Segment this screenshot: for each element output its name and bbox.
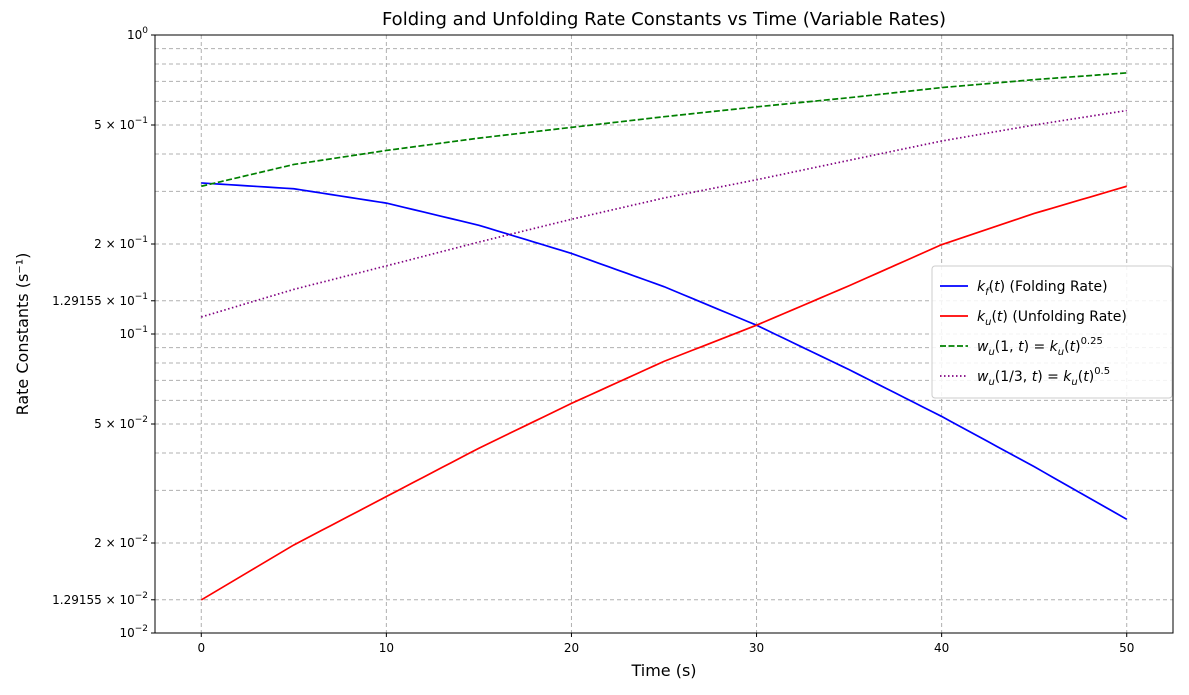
- legend-label: kf(t) (Folding Rate): [977, 279, 1108, 298]
- y-tick-label: 2 × 10−1: [94, 235, 148, 251]
- legend-label-part: ) =: [1037, 369, 1063, 385]
- y-tick-label: 1.29155 × 10−2: [52, 591, 148, 607]
- legend-label-part: t: [1018, 339, 1024, 355]
- y-tick-label: 5 × 10−2: [94, 415, 148, 431]
- series-line-0: [201, 182, 1128, 521]
- x-tick-label: 30: [749, 641, 764, 655]
- y-axis-label: Rate Constants (s⁻¹): [13, 253, 32, 416]
- y-tick-exponent: 0: [142, 26, 148, 36]
- series-line-3: [201, 109, 1127, 318]
- legend-label-part: (: [989, 279, 994, 295]
- x-tick-label: 0: [197, 641, 205, 655]
- legend-label-part: 0.25: [1081, 336, 1103, 347]
- legend-label-part: ): [1089, 369, 1094, 385]
- legend-label-part: (: [1078, 369, 1083, 385]
- y-tick-exponent: −1: [135, 235, 148, 245]
- legend-label-part: k: [1063, 369, 1072, 385]
- x-axis-ticks: 0 10 20 30 40 50: [197, 633, 1134, 655]
- x-tick-label: 10: [379, 641, 394, 655]
- legend-label-part: (: [991, 309, 996, 325]
- y-tick-label: 10−2: [119, 624, 148, 640]
- legend-label-part: k: [977, 309, 986, 325]
- legend-label-part: w: [977, 369, 989, 385]
- y-tick-label: 100: [127, 26, 148, 42]
- legend-label-part: t: [1070, 339, 1076, 355]
- y-tick-label: 1.29155 × 10−1: [52, 292, 148, 308]
- y-tick-exponent: −2: [135, 624, 148, 634]
- legend-label-part: u: [1058, 347, 1064, 358]
- legend-label-part: (1,: [995, 339, 1018, 355]
- legend-label-part: u: [985, 317, 991, 328]
- legend-label-part: t: [1032, 369, 1038, 385]
- legend-label-part: u: [988, 377, 994, 388]
- y-tick-label: 10−1: [119, 325, 148, 341]
- legend-label-part: u: [988, 347, 994, 358]
- y-tick-base: 10: [119, 327, 134, 341]
- legend-label-part: k: [977, 279, 986, 295]
- chart-title: Folding and Unfolding Rate Constants vs …: [382, 9, 946, 30]
- y-tick-exponent: −2: [135, 591, 148, 601]
- legend-label-part: u: [1071, 377, 1077, 388]
- y-tick-label: 5 × 10−1: [94, 116, 148, 132]
- legend-box: [931, 265, 1173, 399]
- y-tick-label: 2 × 10−2: [94, 534, 148, 550]
- legend-label-part: ) =: [1024, 339, 1050, 355]
- legend-label-part: 0.5: [1094, 366, 1110, 377]
- legend-label: wu(1, t) = ku(t)0.25: [977, 336, 1103, 358]
- legend-label: wu(1/3, t) = ku(t)0.5: [977, 366, 1110, 388]
- legend-label-part: k: [1050, 339, 1059, 355]
- y-tick-base: 10: [119, 626, 134, 640]
- legend-label-part: w: [977, 339, 989, 355]
- legend-label: ku(t) (Unfolding Rate): [977, 309, 1127, 328]
- legend-label-part: ): [1075, 339, 1080, 355]
- x-tick-label: 50: [1119, 641, 1134, 655]
- y-tick-base: 5 × 10: [94, 118, 135, 132]
- x-tick-label: 40: [934, 641, 949, 655]
- grid-layer: [155, 34, 1173, 634]
- y-tick-base: 1.29155 × 10: [52, 593, 135, 607]
- y-tick-base: 10: [127, 28, 142, 42]
- legend-label-part: (: [1064, 339, 1069, 355]
- legend-label-part: (1/3,: [995, 369, 1032, 385]
- y-tick-exponent: −1: [135, 292, 148, 302]
- legend-label-part: ) (Unfolding Rate): [1002, 309, 1126, 325]
- series-layer: [200, 72, 1128, 601]
- y-tick-exponent: −1: [135, 325, 148, 335]
- legend-label-part: t: [994, 279, 1000, 295]
- y-tick-exponent: −1: [135, 116, 148, 126]
- legend-label-part: ) (Folding Rate): [1000, 279, 1108, 295]
- series-line-1: [200, 185, 1127, 601]
- series-line-2: [201, 72, 1127, 188]
- y-tick-exponent: −2: [135, 415, 148, 425]
- legend-label-part: t: [1083, 369, 1089, 385]
- x-axis-label: Time (s): [630, 661, 696, 680]
- y-tick-base: 5 × 10: [94, 417, 135, 431]
- legend: kf(t) (Folding Rate)ku(t) (Unfolding Rat…: [931, 265, 1173, 399]
- legend-label-part: t: [997, 309, 1003, 325]
- y-tick-base: 2 × 10: [94, 536, 135, 550]
- y-tick-base: 2 × 10: [94, 237, 135, 251]
- legend-label-part: f: [985, 287, 990, 298]
- y-tick-base: 1.29155 × 10: [52, 294, 135, 308]
- x-tick-label: 20: [564, 641, 579, 655]
- y-tick-exponent: −2: [135, 534, 148, 544]
